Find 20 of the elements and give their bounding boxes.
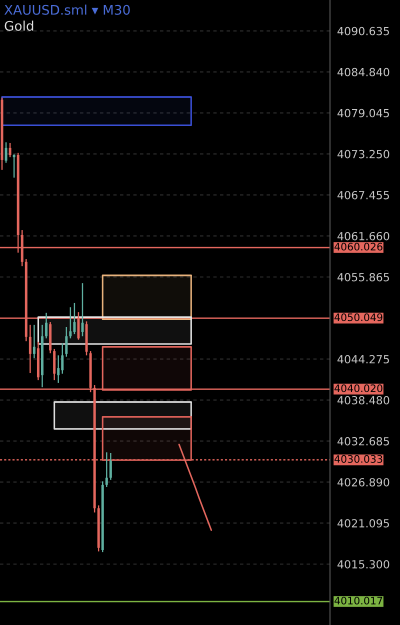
chart-title: XAUUSD.sml ▾ M30 [4, 4, 130, 15]
ref-line-label: 4010.017 [334, 596, 382, 605]
y-tick-label: 4055.865 [337, 272, 389, 282]
ref-line-label: 4040.020 [334, 384, 382, 392]
ref-line-label: 4050.049 [334, 313, 382, 322]
y-tick-label: 4021.095 [337, 519, 389, 528]
y-tick-label: 4090.635 [337, 26, 389, 36]
y-tick-label: 4084.840 [337, 68, 390, 76]
y-tick-label: 4038.480 [337, 396, 390, 404]
ref-line-label: 4030.033 [334, 455, 382, 463]
ref-line-label: 4060.026 [334, 242, 382, 251]
text: Gold [4, 20, 34, 31]
y-tick-label: 4032.685 [337, 437, 389, 446]
y-tick-label: 4067.455 [337, 190, 389, 200]
y-tick-label: 4073.250 [337, 150, 390, 158]
y-tick-label: 4026.890 [337, 478, 390, 486]
y-tick-label: 4015.300 [337, 560, 390, 569]
y-tick-label: 4061.660 [337, 232, 390, 240]
y-tick-label: 4044.275 [337, 355, 389, 364]
y-tick-label: 4079.045 [337, 108, 389, 118]
